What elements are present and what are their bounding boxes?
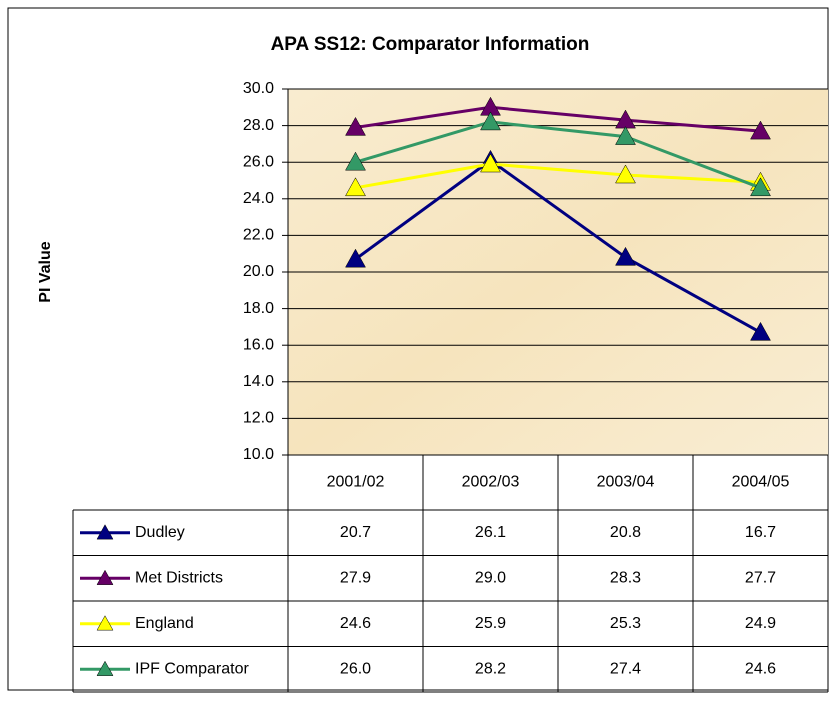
legend-marker (96, 524, 114, 540)
y-tick-label: 28.0 (243, 117, 274, 134)
table-value: 24.9 (745, 615, 776, 632)
table-value: 25.3 (610, 615, 641, 632)
table-value: 16.7 (745, 524, 776, 541)
data-marker (480, 111, 501, 131)
y-tick-label: 18.0 (243, 300, 274, 317)
table-value: 20.8 (610, 524, 641, 541)
legend-marker (96, 615, 114, 631)
y-axis-label: PI Value (37, 241, 54, 302)
legend-label: IPF Comparator (135, 660, 249, 677)
data-marker (480, 153, 501, 173)
data-marker (345, 116, 366, 136)
legend-marker (96, 660, 114, 676)
data-marker (615, 164, 636, 184)
data-marker (750, 321, 771, 341)
data-marker (345, 151, 366, 171)
data-marker (345, 177, 366, 197)
series-line (354, 158, 762, 334)
data-marker (615, 246, 636, 266)
table-value: 27.9 (340, 569, 371, 586)
table-value: 27.7 (745, 569, 776, 586)
y-tick-label: 26.0 (243, 153, 274, 170)
y-tick-label: 22.0 (243, 227, 274, 244)
data-marker (750, 177, 771, 197)
y-tick-label: 24.0 (243, 190, 274, 207)
chart-title: APA SS12: Comparator Information (271, 34, 590, 55)
table-value: 26.0 (340, 660, 371, 677)
legend-label: England (135, 615, 194, 632)
table-value: 28.2 (475, 660, 506, 677)
x-tick-label: 2004/05 (732, 474, 790, 491)
table-value: 27.4 (610, 660, 641, 677)
series-line (355, 162, 761, 190)
data-marker (615, 126, 636, 145)
y-tick-label: 16.0 (243, 336, 274, 353)
table-value: 28.3 (610, 569, 641, 586)
table-value: 24.6 (745, 660, 776, 677)
table-value: 20.7 (340, 524, 371, 541)
table-value: 29.0 (475, 569, 506, 586)
y-tick-label: 14.0 (243, 373, 274, 390)
series-line (355, 120, 762, 190)
y-tick-label: 30.0 (243, 80, 274, 97)
data-marker (345, 248, 366, 268)
y-tick-label: 10.0 (243, 446, 274, 463)
y-tick-label: 20.0 (243, 263, 274, 280)
table-value: 24.6 (340, 615, 371, 632)
legend-label: Met Districts (135, 569, 223, 586)
x-tick-label: 2001/02 (327, 474, 385, 491)
x-tick-label: 2003/04 (597, 474, 655, 491)
y-tick-label: 12.0 (243, 410, 274, 427)
series-line (355, 105, 761, 133)
legend-marker (96, 569, 114, 585)
table-value: 26.1 (475, 524, 506, 541)
table-value: 25.9 (475, 615, 506, 632)
x-tick-label: 2002/03 (462, 474, 520, 491)
data-marker (750, 120, 771, 140)
legend-label: Dudley (135, 524, 185, 541)
